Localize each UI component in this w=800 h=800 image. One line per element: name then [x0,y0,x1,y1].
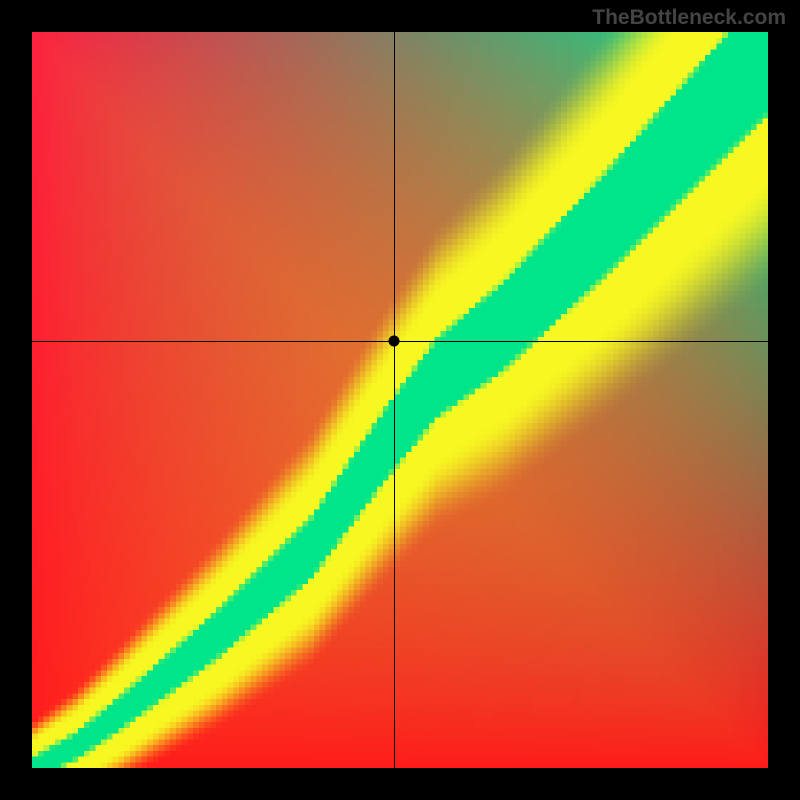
crosshair-horizontal [32,341,768,342]
heatmap-plot-area [32,32,768,768]
watermark-text: TheBottleneck.com [592,6,786,30]
crosshair-vertical [394,32,395,768]
heatmap-canvas [32,32,768,768]
crosshair-marker-dot [389,336,400,347]
